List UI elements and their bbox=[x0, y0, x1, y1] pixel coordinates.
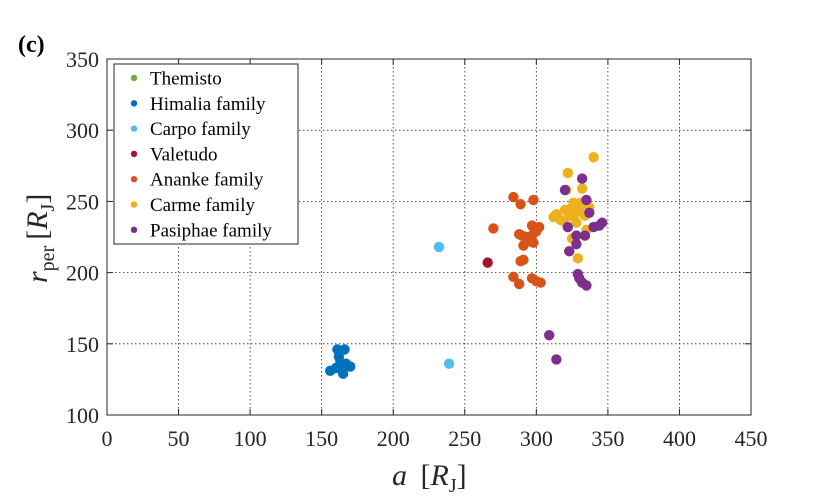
data-point bbox=[588, 152, 599, 163]
data-point bbox=[572, 253, 584, 264]
legend-marker bbox=[130, 176, 138, 183]
series-himalia-family bbox=[325, 344, 356, 379]
data-point bbox=[508, 271, 519, 283]
data-points bbox=[325, 152, 608, 379]
data-point bbox=[515, 199, 526, 210]
data-point bbox=[579, 230, 591, 241]
legend-entry: Himalia family bbox=[150, 94, 266, 115]
data-point bbox=[535, 277, 546, 288]
legend-box bbox=[113, 63, 299, 245]
data-point bbox=[581, 280, 592, 291]
data-point bbox=[513, 278, 525, 290]
x-tick-label: 150 bbox=[305, 426, 338, 451]
x-tick-label: 400 bbox=[663, 426, 696, 451]
data-point bbox=[581, 194, 592, 206]
y-axis-label: rper[RJ] bbox=[21, 194, 59, 283]
data-point bbox=[508, 191, 519, 203]
x-tick-label: 200 bbox=[377, 426, 410, 451]
data-point bbox=[571, 217, 582, 228]
grid-lines bbox=[107, 59, 751, 415]
series-carme-family bbox=[548, 152, 599, 264]
legend-entry: Themisto bbox=[150, 69, 222, 90]
legend-marker bbox=[130, 201, 138, 208]
data-point bbox=[576, 183, 588, 194]
data-point bbox=[571, 238, 582, 250]
data-point bbox=[562, 167, 574, 179]
panel-label: (c) bbox=[18, 32, 45, 58]
y-tick-label: 100 bbox=[66, 403, 99, 428]
data-point bbox=[488, 223, 499, 234]
data-point bbox=[584, 207, 595, 218]
series-carpo-family bbox=[433, 241, 455, 369]
data-point bbox=[345, 361, 356, 372]
data-point bbox=[337, 368, 349, 379]
x-axis-ticks: 0 50 100 150 200 250 300 350 400 450 bbox=[102, 59, 768, 451]
data-point bbox=[559, 184, 571, 196]
legend-entry: Carme family bbox=[150, 195, 255, 216]
legend-entry: Valetudo bbox=[150, 144, 218, 165]
legend-entry: Carpo family bbox=[150, 119, 251, 140]
series-valetudo bbox=[482, 257, 493, 268]
data-point bbox=[443, 358, 455, 369]
y-tick-label: 350 bbox=[66, 47, 99, 72]
data-point bbox=[528, 237, 539, 248]
legend-marker bbox=[130, 74, 138, 82]
series-ananke-family bbox=[488, 191, 546, 290]
legend-marker bbox=[130, 226, 138, 233]
y-axis-ticks: 100 150 200 250 300 350 bbox=[66, 47, 751, 428]
x-tick-label: 100 bbox=[234, 426, 267, 451]
data-point bbox=[571, 230, 582, 241]
y-tick-label: 150 bbox=[66, 332, 99, 357]
x-tick-label: 250 bbox=[448, 426, 481, 451]
y-tick-label: 300 bbox=[66, 118, 99, 143]
legend: Themisto Himalia family Carpo family Valetu… bbox=[113, 63, 299, 245]
legend-marker bbox=[130, 100, 138, 107]
x-tick-label: 350 bbox=[591, 426, 624, 451]
x-tick-label: 50 bbox=[168, 426, 190, 451]
legend-entry: Ananke family bbox=[150, 170, 264, 191]
legend-marker bbox=[130, 125, 138, 132]
data-point bbox=[482, 257, 493, 268]
x-tick-label: 0 bbox=[102, 426, 113, 451]
data-point bbox=[433, 241, 445, 253]
x-tick-label: 300 bbox=[520, 426, 553, 451]
x-axis-label: a [RJ] bbox=[392, 459, 467, 497]
series-pasiphae-family bbox=[544, 173, 608, 365]
data-point bbox=[339, 344, 350, 355]
data-point bbox=[564, 246, 575, 257]
data-point bbox=[596, 217, 608, 228]
data-point bbox=[518, 254, 529, 265]
data-point bbox=[544, 330, 555, 341]
x-tick-label: 450 bbox=[735, 426, 768, 451]
legend-marker bbox=[130, 150, 138, 158]
data-point bbox=[562, 221, 574, 233]
data-point bbox=[551, 354, 562, 365]
y-tick-label: 250 bbox=[66, 189, 99, 214]
legend-entry: Pasiphae family bbox=[150, 220, 272, 241]
y-tick-label: 200 bbox=[66, 261, 99, 286]
data-point bbox=[528, 194, 539, 206]
data-point bbox=[576, 173, 588, 184]
plot-frame bbox=[106, 58, 752, 416]
data-point bbox=[533, 221, 545, 233]
